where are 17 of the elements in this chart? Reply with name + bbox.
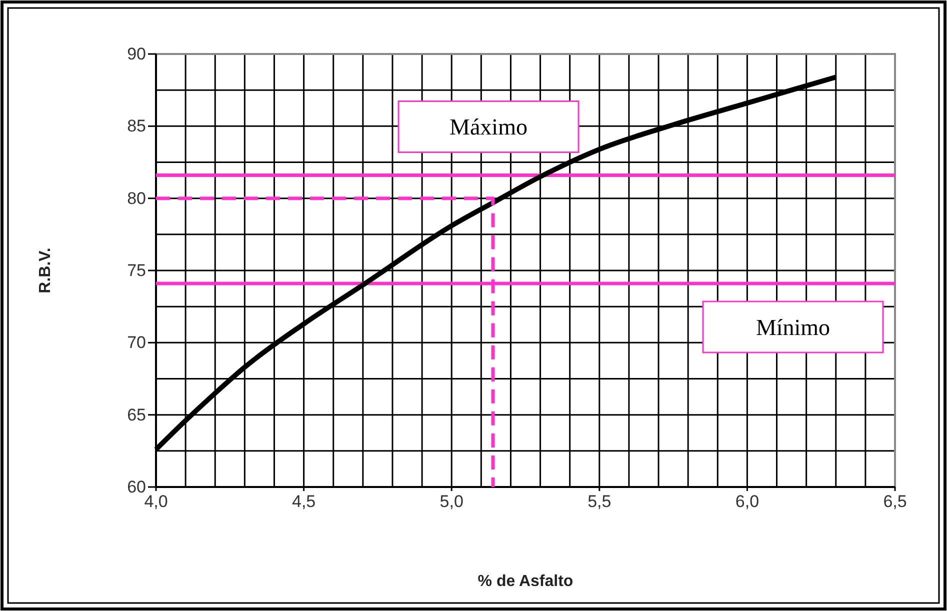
x-tick-label: 4,0 [144,492,168,512]
x-tick-label: 6,5 [883,492,907,512]
x-axis-title: % de Asfalto [478,573,574,590]
y-tick-label: 85 [127,116,146,136]
ref-line-label: Mínimo [756,314,830,340]
x-tick-label: 5,0 [440,492,464,512]
x-tick-label: 5,5 [588,492,612,512]
y-tick-label: 60 [127,477,146,496]
y-tick-label: 90 [127,44,146,64]
y-tick-label: 75 [127,260,146,280]
y-tick-label: 70 [127,333,146,352]
y-axis-title: R.B.V. [37,248,54,294]
ref-line-label: Máximo [450,114,528,140]
x-tick-label: 4,5 [292,492,316,512]
y-tick-label: 80 [127,188,146,208]
x-tick-label: 6,0 [735,492,760,512]
y-tick-label: 65 [127,405,146,424]
